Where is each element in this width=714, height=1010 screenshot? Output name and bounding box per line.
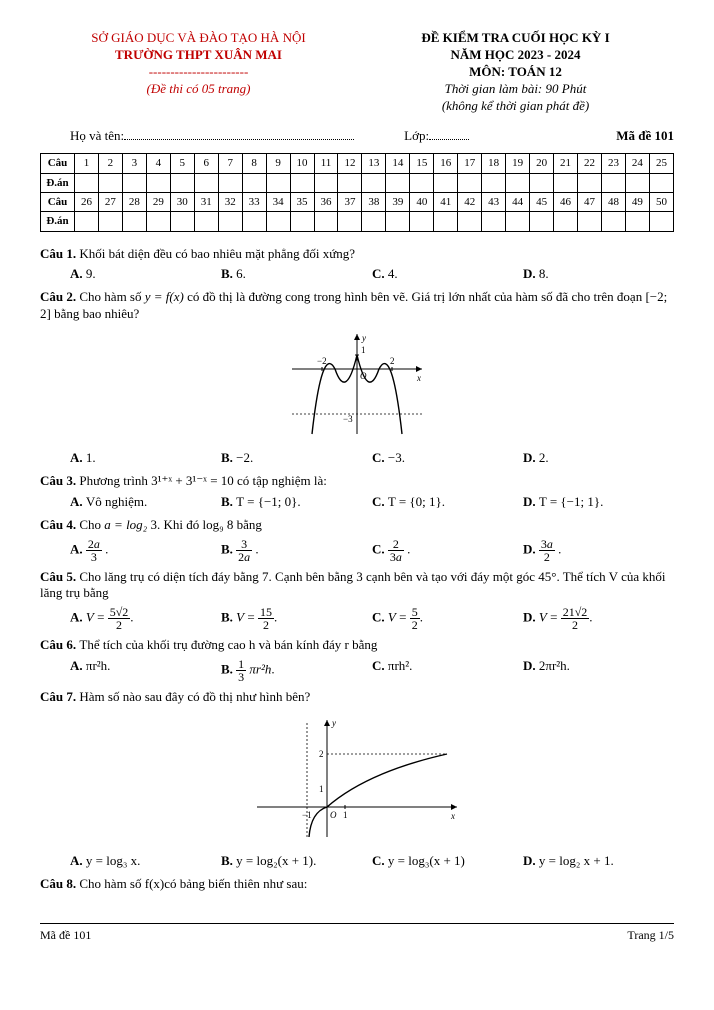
svg-text:O: O [330,810,337,820]
school-year: NĂM HỌC 2023 - 2024 [357,47,674,64]
name-dots [124,129,354,141]
question-5: Câu 5. Cho lăng trụ có diện tích đáy bằn… [40,569,674,603]
svg-text:2: 2 [390,356,395,366]
question-3: Câu 3. Phương trình 3¹⁺ˣ + 3¹⁻ˣ = 10 có … [40,473,674,490]
table-row: Đ.án [41,173,674,192]
exam-title: ĐỀ KIỂM TRA CUỐI HỌC KỲ I [357,30,674,47]
svg-text:−1: −1 [302,810,312,820]
class-dots [429,129,469,141]
header-left: SỞ GIÁO DỤC VÀ ĐÀO TẠO HÀ NỘI TRƯỜNG THP… [40,30,357,114]
page-footer: Mã đề 101 Trang 1/5 [40,923,674,944]
name-label: Họ và tên: [70,128,124,145]
question-1: Câu 1. Khối bát diện đều có bao nhiêu mặ… [40,246,674,263]
no-handout: (không kể thời gian phát đề) [357,98,674,115]
svg-text:−2: −2 [317,356,327,366]
school: TRƯỜNG THPT XUÂN MAI [40,47,357,64]
q4-options: A. 2a3 . B. 32a . C. 23a . D. 3a2 . [70,538,674,563]
table-row: Đ.án [41,212,674,231]
q5-options: A. V = 5√22. B. V = 152. C. V = 52. D. V… [70,606,674,631]
svg-text:1: 1 [319,784,324,794]
svg-text:−3: −3 [343,414,353,424]
q7-chart: −1 O 1 1 2 x y [40,712,674,847]
svg-text:O: O [360,371,367,381]
svg-text:1: 1 [343,810,348,820]
q2-chart: −2 2 1 −3 O x y [40,329,674,444]
svg-text:x: x [450,811,455,821]
pages-note: (Đề thi có 05 trang) [40,81,357,98]
question-2: Câu 2. Cho hàm số y = f(x) có đồ thị là … [40,289,674,323]
table-row: Câu 123456789101112131415161718192021222… [41,154,674,173]
duration: Thời gian làm bài: 90 Phút [357,81,674,98]
question-7: Câu 7. Hàm số nào sau đây có đồ thị như … [40,689,674,706]
name-row: Họ và tên: Lớp: Mã đề 101 [70,128,674,145]
footer-right: Trang 1/5 [627,928,674,944]
question-4: Câu 4. Cho a = log₂ 3. Khi đó log₉ 8 bằn… [40,517,674,534]
svg-text:1: 1 [361,345,366,355]
page-header: SỞ GIÁO DỤC VÀ ĐÀO TẠO HÀ NỘI TRƯỜNG THP… [40,30,674,114]
department: SỞ GIÁO DỤC VÀ ĐÀO TẠO HÀ NỘI [40,30,357,47]
q2-options: A. 1. B. −2. C. −3. D. 2. [70,450,674,467]
svg-text:x: x [416,373,421,383]
header-right: ĐỀ KIỂM TRA CUỐI HỌC KỲ I NĂM HỌC 2023 -… [357,30,674,114]
dashes: ----------------------- [40,64,357,81]
question-6: Câu 6. Thể tích của khối trụ đường cao h… [40,637,674,654]
subject: MÔN: TOÁN 12 [357,64,674,81]
table-row: Câu 262728293031323334353637383940414243… [41,192,674,211]
answer-table: Câu 123456789101112131415161718192021222… [40,153,674,231]
q1-options: A. 9. B. 6. C. 4. D. 8. [70,266,674,283]
exam-code: Mã đề 101 [616,128,674,145]
class-label: Lớp: [404,128,429,145]
q3-options: A. Vô nghiệm. B. T = {−1; 0}. C. T = {0;… [70,494,674,511]
footer-left: Mã đề 101 [40,928,91,944]
svg-text:y: y [331,718,336,728]
q7-options: A. y = log₃ x. B. y = log₂(x + 1). C. y … [70,853,674,870]
svg-text:2: 2 [319,749,324,759]
question-8: Câu 8. Cho hàm số f(x)có bảng biến thiên… [40,876,674,893]
svg-text:y: y [361,333,366,343]
q6-options: A. πr²h. B. 13 πr²h. C. πrh². D. 2πr²h. [70,658,674,683]
